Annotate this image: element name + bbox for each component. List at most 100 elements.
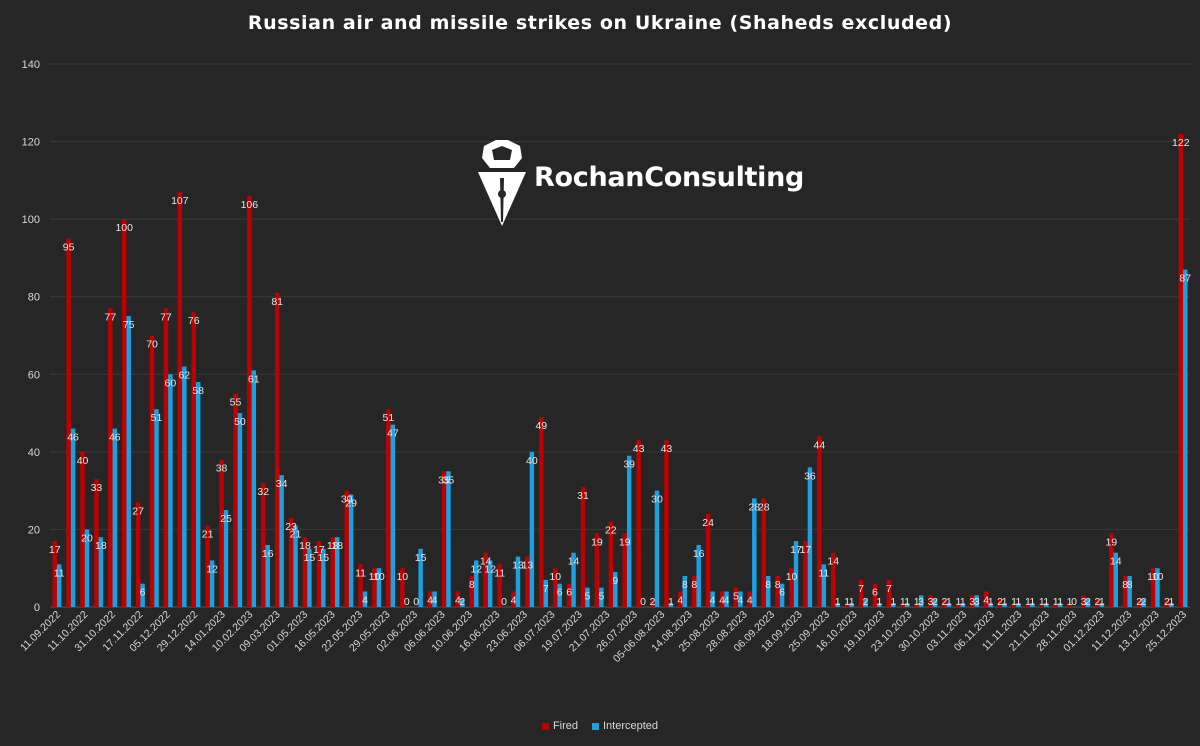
bar-intercepted — [237, 413, 243, 607]
data-label: 16 — [262, 548, 274, 560]
data-label: 12 — [206, 563, 218, 575]
bar-intercepted — [765, 575, 771, 607]
data-label: 29 — [345, 498, 357, 510]
bar-intercepted — [849, 603, 854, 607]
bar-fired — [66, 238, 71, 608]
data-label: 3 — [928, 596, 934, 608]
data-label: 4 — [455, 594, 461, 606]
bar-intercepted — [126, 316, 131, 607]
legend-item-fired: Fired — [541, 720, 578, 732]
data-label: 25 — [220, 513, 232, 525]
bar-fired — [983, 591, 989, 607]
data-label: 7 — [886, 583, 892, 595]
bar-intercepted — [1127, 575, 1132, 607]
bar-fired — [622, 533, 627, 607]
data-label: 4 — [432, 594, 438, 606]
bar-fired — [122, 219, 127, 607]
data-label: 8 — [765, 579, 771, 591]
bar-fired — [886, 579, 892, 607]
data-label: 58 — [192, 385, 204, 397]
data-label: 18 — [299, 540, 311, 552]
bar-intercepted — [70, 428, 76, 607]
bar-intercepted — [974, 595, 979, 607]
data-label: 14 — [480, 556, 492, 568]
bar-fired — [900, 603, 905, 607]
bar-fired — [928, 595, 933, 607]
data-label: 46 — [109, 432, 121, 444]
data-label: 11 — [818, 567, 829, 579]
bar-intercepted — [1141, 599, 1146, 607]
bar-fired — [1025, 603, 1031, 607]
data-label: 44 — [814, 439, 826, 451]
bar-fired — [1067, 603, 1072, 607]
data-label: 4 — [362, 594, 368, 606]
bar-intercepted — [348, 494, 354, 607]
bar-intercepted — [613, 572, 618, 607]
bar-fired — [539, 416, 544, 607]
data-label: 24 — [702, 517, 714, 529]
bar-intercepted — [877, 603, 882, 607]
bar-intercepted — [585, 587, 590, 607]
data-label: 1 — [914, 596, 920, 608]
bar-fired — [94, 479, 99, 607]
data-label: 18 — [327, 540, 339, 552]
bar-intercepted — [988, 603, 993, 607]
data-label: 2 — [863, 596, 869, 608]
data-label: 0 — [1071, 596, 1077, 608]
data-label: 4 — [983, 594, 989, 606]
data-label: 3 — [974, 596, 980, 608]
bar-intercepted — [626, 455, 632, 607]
bar-intercepted — [543, 579, 548, 607]
bar-intercepted — [1099, 603, 1105, 607]
data-label: 5 — [585, 591, 591, 603]
data-label: 1 — [1002, 596, 1008, 608]
data-label: 30 — [651, 494, 663, 506]
data-label: 35 — [438, 474, 450, 486]
data-label: 32 — [257, 486, 269, 498]
data-label: 28 — [748, 501, 760, 513]
data-label: 1 — [844, 596, 850, 608]
data-label: 2 — [1136, 596, 1142, 608]
data-label: 40 — [526, 455, 538, 467]
bar-intercepted — [1057, 603, 1063, 607]
bar-intercepted — [905, 603, 910, 607]
data-label: 10 — [1147, 571, 1159, 583]
bar-intercepted — [487, 560, 493, 607]
data-label: 2 — [932, 596, 938, 608]
data-label: 1 — [1039, 596, 1045, 608]
bar-fired — [386, 409, 391, 607]
bar-fired — [789, 568, 794, 607]
data-label: 1 — [1016, 596, 1022, 608]
y-tick-label: 140 — [22, 59, 40, 71]
bar-fired — [135, 502, 141, 607]
brand-name: RochanConsulting — [534, 162, 805, 193]
bar-fired — [233, 393, 238, 607]
bar-fired — [733, 587, 739, 607]
bar-fired — [1095, 599, 1100, 607]
data-label: 11 — [494, 567, 505, 579]
bar-fired — [261, 482, 266, 607]
bar-fired — [483, 552, 488, 607]
data-label: 8 — [1122, 579, 1128, 591]
bar-fired — [52, 541, 57, 607]
legend-item-intercepted: Intercepted — [592, 720, 658, 732]
data-label: 1 — [1011, 596, 1017, 608]
bar-fired — [942, 599, 947, 607]
data-label: 0 — [413, 596, 419, 608]
bar-fired — [580, 486, 586, 607]
data-label: 6 — [140, 587, 146, 599]
data-label: 50 — [234, 416, 246, 428]
data-label: 70 — [146, 339, 158, 351]
data-label: 95 — [63, 242, 75, 254]
bar-intercepted — [668, 603, 674, 607]
data-labels: 1711954640203318774610075276705177601076… — [49, 137, 1191, 608]
data-label: 61 — [248, 373, 260, 385]
data-label: 51 — [383, 412, 395, 424]
data-label: 107 — [171, 195, 189, 207]
data-label: 46 — [67, 432, 79, 444]
data-label: 27 — [132, 505, 144, 517]
data-label: 34 — [276, 478, 288, 490]
y-tick-label: 120 — [22, 137, 40, 149]
bar-fired — [247, 195, 252, 607]
bar-intercepted — [390, 424, 396, 607]
